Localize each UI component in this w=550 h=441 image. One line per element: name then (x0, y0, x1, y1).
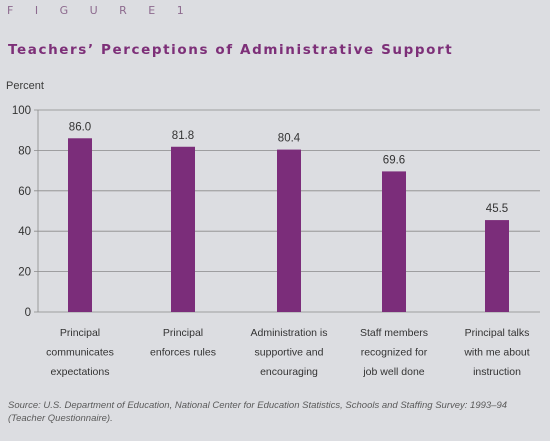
bar (485, 220, 509, 312)
data-label: 69.6 (383, 154, 405, 166)
x-tick-label: supportive and (255, 347, 324, 359)
x-tick-label: with me about (463, 347, 529, 359)
bar (171, 146, 195, 312)
x-tick-label: job well done (362, 366, 424, 378)
x-tick-label: instruction (473, 366, 521, 378)
y-tick-label: 60 (18, 186, 31, 198)
data-label: 81.8 (172, 130, 194, 142)
x-tick-label: encouraging (260, 366, 318, 378)
x-tick-label: Administration is (250, 327, 327, 339)
data-label: 45.5 (486, 203, 508, 215)
y-tick-label: 0 (25, 307, 31, 319)
data-label: 86.0 (69, 121, 91, 133)
source-note: Source: U.S. Department of Education, Na… (8, 400, 508, 424)
bar (277, 149, 301, 312)
x-tick-label: enforces rules (150, 347, 216, 359)
y-tick-label: 20 (18, 267, 31, 279)
bar-chart: 0 20 40 60 80 100 86.0 Principal communicates exp… (12, 105, 540, 378)
x-tick-label: Principal (163, 327, 203, 339)
x-tick-label: Principal talks (465, 327, 530, 339)
x-tick-label: expectations (51, 366, 110, 378)
figure-label: F I G U R E 1 (7, 4, 193, 17)
y-axis-label: Percent (6, 80, 44, 92)
x-tick-label: Principal (60, 327, 100, 339)
bar (382, 171, 406, 312)
y-tick-label: 40 (18, 226, 31, 238)
x-tick-label: recognized for (361, 347, 428, 359)
x-tick-label: communicates (46, 347, 114, 359)
data-label: 80.4 (278, 133, 301, 145)
x-tick-label: Staff members (360, 327, 428, 339)
y-tick-label: 80 (18, 145, 31, 157)
y-tick-label: 100 (12, 105, 31, 117)
bar (68, 138, 92, 312)
chart-title: Teachers’ Perceptions of Administrative … (8, 42, 454, 58)
